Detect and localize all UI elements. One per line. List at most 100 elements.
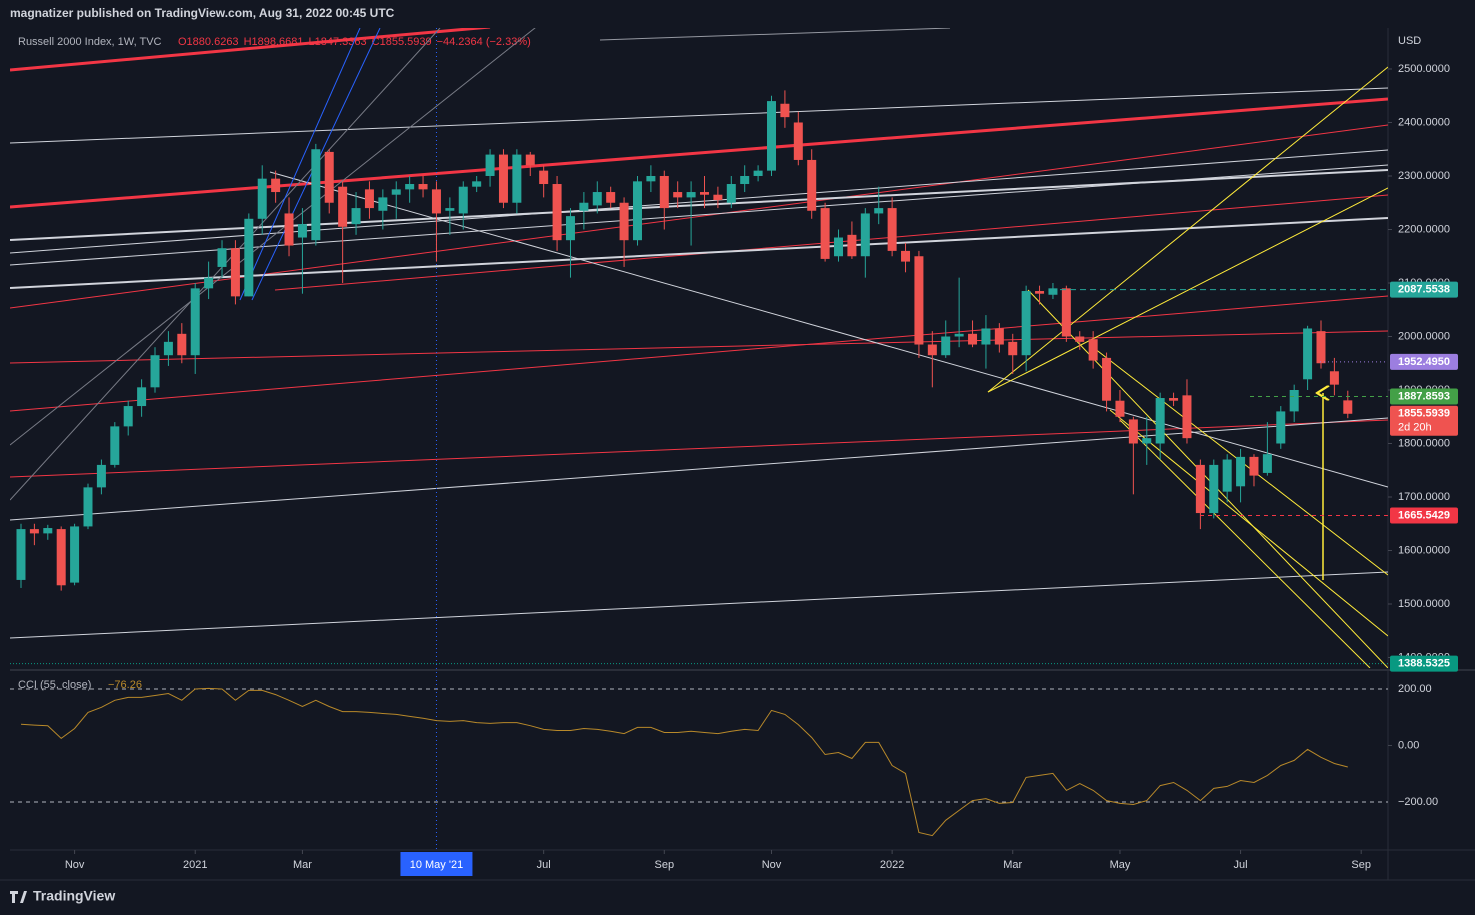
symbol-title: Russell 2000 Index, 1W, TVC [18,36,162,48]
cci-title: CCI (55, close) [18,679,91,691]
candle-body [123,406,133,427]
candle-body [619,202,629,241]
x-tick-label: 10 May '21 [410,859,463,871]
trendline [10,330,1388,364]
candle-body [311,149,321,241]
price-label: 1388.5325 [1398,658,1450,670]
candle-body [512,154,522,203]
candle-body [740,175,750,185]
candle-body [673,192,683,198]
ohlc-label: −44.2364 (−2.33%) [437,36,531,48]
ohlc-label: O1880.6263 [178,36,239,48]
cci-tick-label: −200.00 [1398,796,1438,808]
x-tick-label: 2021 [183,859,207,871]
candle-body [941,336,951,356]
tv-logo [10,891,27,903]
x-tick-label: Sep [1351,859,1371,871]
candle-body [364,189,374,209]
candle-body [860,213,870,257]
candle-body [565,216,575,241]
candle-body [1249,456,1259,476]
candle-body [472,181,482,187]
candle-body [713,194,723,201]
candle-body [324,151,334,203]
trendline [239,28,361,301]
price-label-bg [1390,655,1458,672]
candle-body [1102,357,1112,401]
y-tick-label: 2500.0000 [1398,63,1450,75]
candle-body [391,189,401,195]
price-label-bg [1390,388,1458,405]
cci-tick-label: 200.00 [1398,683,1432,695]
trendline [1119,419,1371,668]
cci-tick-label: 0.00 [1398,739,1419,751]
candle-body [163,341,173,356]
candle-body [887,208,897,251]
trendline [1027,289,1388,668]
candle-body [1008,341,1018,356]
candle-body [485,154,495,176]
trendline [10,295,1388,412]
candle-body [981,328,991,345]
y-tick-label: 1800.0000 [1398,437,1450,449]
candle-body [807,159,817,211]
candle-body [338,186,348,227]
candle-body [297,224,307,238]
candle-body [445,208,455,211]
candle-body [1088,339,1098,361]
candle-body [458,186,468,214]
trendline [274,194,1388,291]
candle-body [16,529,26,580]
publisher: magnatizer published on TradingView.com,… [10,6,395,20]
price-label-bg [1390,353,1458,370]
trendline [987,371,1029,393]
y-tick-label: 2000.0000 [1398,330,1450,342]
candle-body [177,333,187,356]
price-label: 1665.5429 [1398,509,1450,521]
trendline [1109,409,1388,637]
candle-body [539,170,549,185]
candle-body [1048,288,1058,295]
candle-body [874,208,884,214]
candle-body [927,344,937,356]
x-tick-label: Mar [293,859,312,871]
candles [16,90,1353,591]
trendline [269,171,1388,488]
candle-body [1115,400,1125,417]
candle-body [150,355,160,388]
candle-body [901,250,911,262]
x-tick-label: May [1110,859,1131,871]
candle-body [994,328,1004,345]
candle-body [1142,438,1152,444]
candle-body [525,154,535,166]
candle-body [1343,400,1353,414]
candle-body [632,181,642,241]
candle-body [1021,291,1031,356]
candle-body [820,208,830,259]
trendline [10,571,1388,639]
candle-body [110,426,120,465]
candle-body [579,202,589,211]
y-tick-label: 2400.0000 [1398,116,1450,128]
candle-body [847,234,857,257]
candle-body [418,184,428,190]
candle-body [1195,464,1205,514]
trendline [10,28,536,446]
candle-body [606,192,616,203]
candle-body [1155,398,1165,444]
candle-body [659,175,669,209]
x-tick-label: Nov [65,859,85,871]
trendline [10,149,1388,254]
trendline [10,97,1388,209]
candle-body [190,288,200,356]
candle-body [96,464,106,488]
candle-body [1128,419,1138,444]
candle-body [56,529,66,586]
candle-body [217,248,227,267]
candle-body [686,192,696,198]
candle-body [726,184,736,203]
x-tick-label: Nov [762,859,782,871]
candle-body [271,178,281,193]
